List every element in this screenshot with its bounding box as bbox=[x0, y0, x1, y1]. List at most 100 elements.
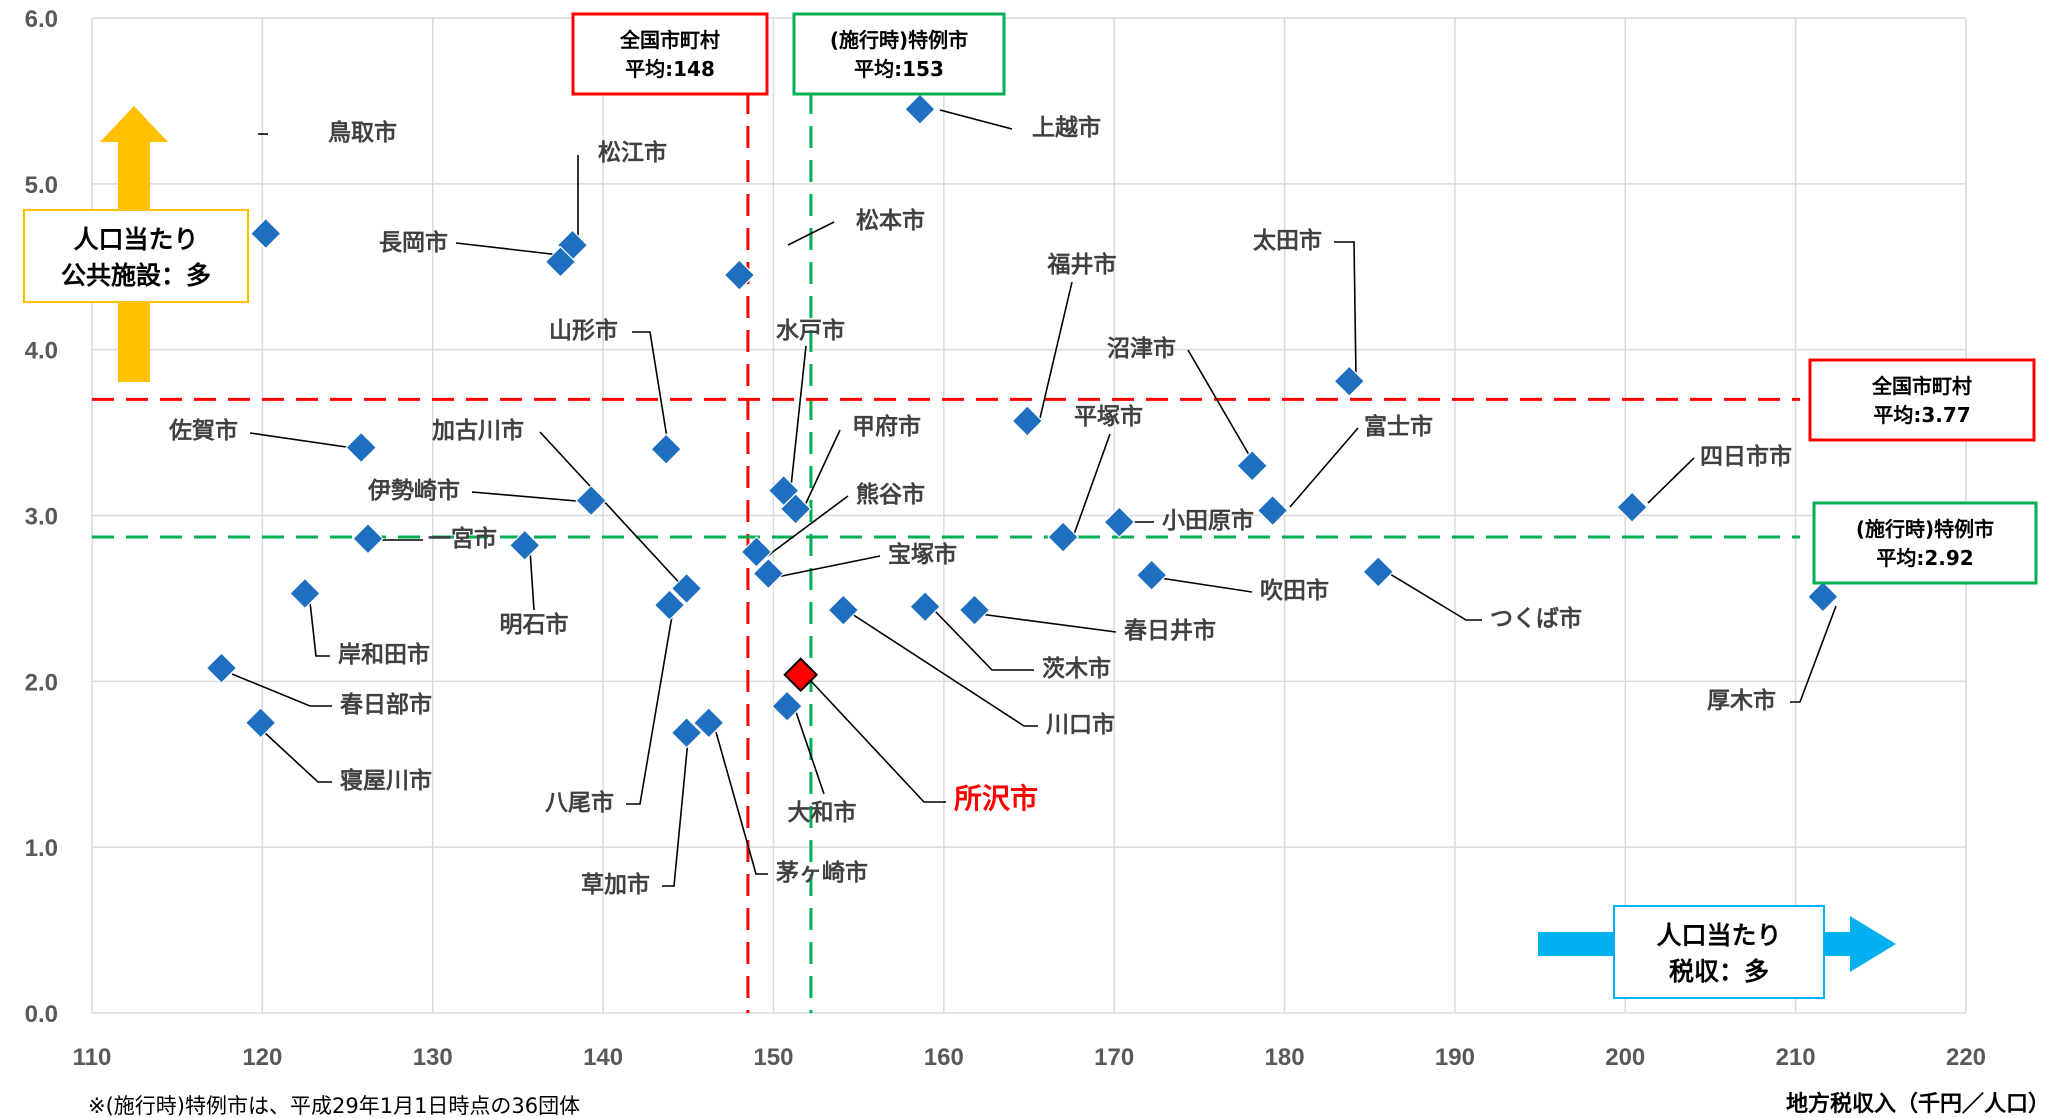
data-point bbox=[244, 706, 277, 739]
reference-box-title: 全国市町村 bbox=[619, 28, 720, 52]
data-point bbox=[723, 259, 756, 291]
point-label: 水戸市 bbox=[776, 317, 845, 344]
data-point bbox=[650, 433, 682, 466]
x-arrow-box bbox=[1613, 905, 1825, 999]
point-label: 明石市 bbox=[500, 611, 569, 638]
highlight-point bbox=[783, 657, 819, 693]
reference-box-title: (施行時)特例市 bbox=[1856, 517, 1994, 541]
point-label: 太田市 bbox=[1253, 227, 1322, 254]
point-label: 松江市 bbox=[598, 139, 667, 166]
leader-line bbox=[1790, 605, 1837, 703]
leader-line bbox=[771, 555, 881, 579]
data-point bbox=[1103, 506, 1136, 538]
y-tick-label: 6.0 bbox=[25, 6, 58, 33]
point-label: 甲府市 bbox=[852, 413, 921, 440]
point-label: 四日市市 bbox=[1700, 443, 1792, 470]
point-label: 春日井市 bbox=[1123, 617, 1216, 644]
point-label: 沼津市 bbox=[1107, 335, 1176, 362]
point-label: 春日部市 bbox=[339, 691, 432, 718]
leader-line bbox=[787, 221, 835, 246]
x-tick-label: 220 bbox=[1946, 1044, 1986, 1071]
data-point bbox=[692, 706, 725, 739]
data-point bbox=[1011, 405, 1044, 437]
leader-line bbox=[979, 613, 1117, 633]
point-label: 宝塚市 bbox=[888, 541, 957, 568]
y-tick-label: 4.0 bbox=[25, 338, 58, 365]
leader-line bbox=[1334, 241, 1357, 379]
x-arrow-text: 人口当たり bbox=[1656, 921, 1781, 950]
data-point bbox=[771, 690, 803, 723]
point-label: 長岡市 bbox=[379, 229, 448, 256]
leader-line bbox=[789, 345, 807, 497]
leader-line bbox=[715, 731, 768, 875]
reference-box-value: 平均:153 bbox=[854, 57, 944, 81]
data-point bbox=[958, 594, 991, 626]
data-point bbox=[575, 484, 608, 517]
x-axis-title: 地方税収入（千円／人口） bbox=[1786, 1091, 2050, 1117]
data-point bbox=[752, 557, 785, 590]
reference-box-title: (施行時)特例市 bbox=[830, 28, 968, 52]
y-arrow-text: 人口当たり bbox=[73, 225, 198, 254]
x-tick-label: 110 bbox=[73, 1044, 112, 1071]
leader-line bbox=[799, 429, 841, 517]
y-arrow-text: 公共施設：多 bbox=[61, 261, 211, 290]
leader-line bbox=[761, 495, 849, 561]
data-point bbox=[653, 589, 686, 621]
reference-box bbox=[1812, 501, 2038, 585]
point-label: 佐賀市 bbox=[168, 417, 238, 444]
point-label: 大和市 bbox=[788, 799, 857, 826]
leader-line bbox=[309, 601, 330, 657]
point-label: 熊谷市 bbox=[856, 481, 925, 508]
leader-lines bbox=[231, 109, 1837, 887]
leader-line bbox=[933, 609, 1034, 671]
point-label: 上越市 bbox=[1032, 114, 1101, 141]
y-tick-label: 1.0 bbox=[25, 835, 58, 862]
data-point bbox=[544, 245, 577, 278]
data-point bbox=[508, 529, 541, 562]
data-point bbox=[1362, 556, 1395, 588]
y-tick-label: 5.0 bbox=[25, 172, 58, 199]
point-label: 岸和田市 bbox=[338, 641, 430, 668]
leader-line bbox=[231, 673, 332, 707]
data-point bbox=[289, 577, 321, 610]
point-label: 松本市 bbox=[856, 207, 925, 234]
x-tick-label: 150 bbox=[753, 1044, 793, 1071]
point-label: 川口市 bbox=[1046, 711, 1115, 738]
reference-box-value: 平均:2.92 bbox=[1876, 546, 1973, 570]
y-tick-label: 0.0 bbox=[25, 1001, 58, 1028]
point-label: 吹田市 bbox=[1260, 577, 1329, 604]
data-point bbox=[1135, 559, 1168, 592]
data-point bbox=[345, 431, 378, 464]
x-tick-label: 200 bbox=[1605, 1044, 1645, 1071]
leader-line bbox=[263, 731, 332, 783]
data-point bbox=[909, 590, 941, 623]
data-point bbox=[1047, 521, 1079, 553]
reference-boxes: 全国市町村平均:148(施行時)特例市平均:153全国市町村平均:3.77(施行… bbox=[571, 12, 2038, 585]
grid-lines bbox=[91, 17, 1967, 1014]
data-point bbox=[352, 522, 384, 555]
axis-ticks: 110 120 130 140 150 160 170 180 190 200 210 220 0.0 1… bbox=[25, 6, 1986, 1071]
point-label: 伊勢崎市 bbox=[367, 477, 460, 504]
data-point bbox=[779, 493, 812, 525]
x-tick-label: 140 bbox=[583, 1044, 623, 1071]
point-label: 寝屋川市 bbox=[340, 767, 432, 794]
x-tick-label: 130 bbox=[413, 1044, 453, 1071]
point-label: 富士市 bbox=[1364, 413, 1433, 440]
leader-line bbox=[539, 431, 687, 591]
leader-line bbox=[1159, 577, 1253, 593]
x-tick-label: 190 bbox=[1435, 1044, 1475, 1071]
data-points bbox=[205, 93, 1839, 749]
leader-line bbox=[626, 615, 673, 805]
point-label: 福井市 bbox=[1047, 251, 1117, 278]
leader-line bbox=[939, 109, 1013, 130]
point-label: 厚木市 bbox=[1707, 687, 1776, 714]
leader-line bbox=[249, 432, 361, 450]
data-point bbox=[1333, 365, 1366, 398]
data-point bbox=[827, 594, 860, 626]
reference-box-value: 平均:148 bbox=[625, 57, 715, 81]
point-label: つくば市 bbox=[1490, 605, 1582, 632]
reference-box-title: 全国市町村 bbox=[1871, 374, 1972, 398]
